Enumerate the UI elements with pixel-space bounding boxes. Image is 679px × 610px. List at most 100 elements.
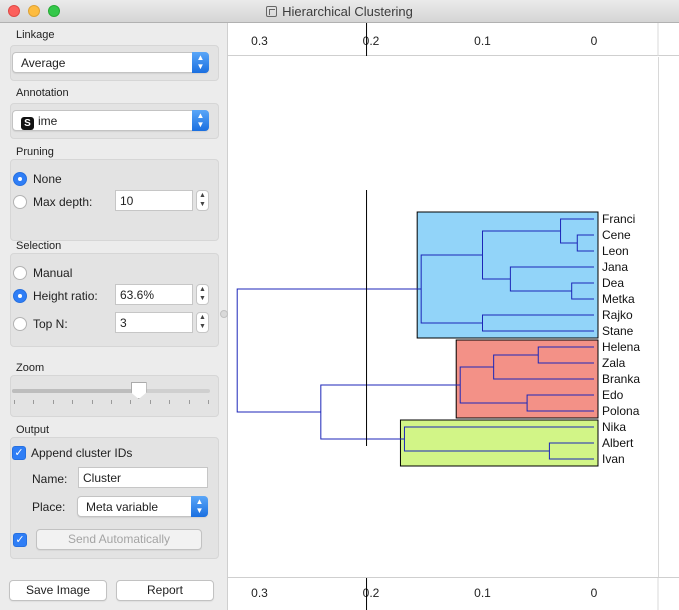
height-ratio-input[interactable]: 63.6% <box>115 284 193 305</box>
selection-manual-label: Manual <box>33 266 73 280</box>
append-cluster-ids-checkbox[interactable]: ✓ <box>12 446 26 460</box>
zoom-tick <box>33 400 35 404</box>
place-label: Place: <box>32 500 66 514</box>
dendrogram-link <box>548 442 594 460</box>
title-bar: Hierarchical Clustering <box>0 0 679 23</box>
pruning-max-depth-radio[interactable] <box>13 195 27 209</box>
scroll-divider <box>658 57 659 577</box>
name-label: Name: <box>32 472 68 486</box>
zoom-tick <box>91 400 93 404</box>
pruning-none-label: None <box>33 172 62 186</box>
axis-tick-label: 0.3 <box>251 34 268 48</box>
close-window-button[interactable] <box>8 5 20 17</box>
annotation-value: ime <box>38 114 58 128</box>
zoom-window-button[interactable] <box>48 5 60 17</box>
axis-tick-label: 0.3 <box>251 586 268 600</box>
axis-tick-label: 0.1 <box>474 34 491 48</box>
top-axis: 0.3 0.2 0.1 0 <box>228 23 679 56</box>
chevron-updown-icon: ▲ ▼ <box>192 52 209 73</box>
leaf-label: Nika <box>602 420 626 434</box>
minimize-window-button[interactable] <box>28 5 40 17</box>
pruning-none-radio[interactable] <box>13 172 27 186</box>
selection-height-ratio-radio[interactable] <box>13 289 27 303</box>
axis-tick-label: 0.2 <box>363 34 380 48</box>
dendrogram-link <box>403 426 594 452</box>
chevron-updown-icon: ▲ ▼ <box>191 496 208 517</box>
zoom-tick <box>149 400 151 404</box>
zoom-section-title: Zoom <box>16 362 45 374</box>
annotation-section-title: Annotation <box>16 87 69 99</box>
leaf-label: Jana <box>602 260 628 274</box>
zoom-tick <box>14 400 15 404</box>
linkage-value: Average <box>21 56 66 70</box>
send-automatically-button[interactable]: Send Automatically <box>36 529 202 550</box>
top-n-stepper[interactable]: ▲ ▼ <box>196 312 209 333</box>
leaf-label: Rajko <box>602 308 633 322</box>
place-value: Meta variable <box>86 500 159 514</box>
splitter-handle[interactable] <box>220 310 228 318</box>
zoom-tick <box>72 400 74 404</box>
leaf-label: Edo <box>602 388 624 402</box>
pruning-max-depth-label: Max depth: <box>33 195 93 209</box>
selection-top-n-label: Top N: <box>33 317 68 331</box>
leaf-label: Polona <box>602 404 640 418</box>
zoom-tick <box>130 400 132 404</box>
dendrogram-canvas[interactable]: Franci Cene Leon Jana Dea Metka Rajko Stane Hele… <box>228 57 679 577</box>
dendrogram-tree <box>236 218 594 460</box>
cluster-boxes <box>399 211 599 467</box>
axis-tick-label: 0.2 <box>363 586 380 600</box>
axis-tick-label: 0.1 <box>474 586 491 600</box>
report-button[interactable]: Report <box>116 580 214 601</box>
bottom-axis: 0.3 0.2 0.1 0 <box>228 577 679 610</box>
leaf-label: Zala <box>602 356 626 370</box>
leaf-label: Branka <box>602 372 640 386</box>
zoom-tick <box>188 400 190 404</box>
cluster-name-input[interactable]: Cluster <box>78 467 208 488</box>
dendrogram-link <box>459 366 528 404</box>
place-dropdown[interactable]: Meta variable ▲ ▼ <box>77 496 208 517</box>
output-section-title: Output <box>16 424 50 436</box>
send-automatically-checkbox[interactable]: ✓ <box>13 533 27 547</box>
selection-top-n-radio[interactable] <box>13 317 27 331</box>
leaf-label: Metka <box>602 292 635 306</box>
max-depth-input[interactable]: 10 <box>115 190 193 211</box>
zoom-slider-handle[interactable] <box>130 382 147 399</box>
zoom-tick <box>111 400 112 404</box>
zoom-tick <box>169 400 171 404</box>
selection-height-ratio-label: Height ratio: <box>33 289 98 303</box>
zoom-tick <box>208 400 209 404</box>
pruning-section-title: Pruning <box>16 146 54 158</box>
height-ratio-stepper[interactable]: ▲ ▼ <box>196 284 209 305</box>
window-title: Hierarchical Clustering <box>282 4 413 19</box>
leaf-label: Albert <box>602 436 634 450</box>
selection-section-title: Selection <box>16 240 62 252</box>
top-n-input[interactable]: 3 <box>115 312 193 333</box>
zoom-slider-fill <box>12 389 139 393</box>
document-icon <box>266 6 278 17</box>
dendrogram-view: 0.3 0.2 0.1 0 Franci Cene Leon Jana Dea Metka Raj… <box>228 23 679 610</box>
zoom-tick <box>52 400 54 404</box>
top-axis-svg: 0.3 0.2 0.1 0 <box>251 23 659 56</box>
dendrogram-link <box>320 384 461 440</box>
chevron-updown-icon: ▲ ▼ <box>192 110 209 131</box>
selection-manual-radio[interactable] <box>13 266 27 280</box>
cluster-box-1 <box>416 211 599 339</box>
leaf-label: Leon <box>602 244 629 258</box>
axis-tick-label: 0 <box>591 34 598 48</box>
leaf-label: Franci <box>602 212 635 226</box>
zoom-box <box>10 375 219 417</box>
string-variable-icon: S <box>21 117 34 130</box>
max-depth-stepper[interactable]: ▲ ▼ <box>196 190 209 211</box>
leaf-label: Helena <box>602 340 640 354</box>
dendrogram-link <box>236 288 422 413</box>
zoom-slider[interactable] <box>12 389 210 393</box>
save-image-button[interactable]: Save Image <box>9 580 107 601</box>
leaf-label: Ivan <box>602 452 625 466</box>
linkage-dropdown[interactable]: Average ▲ ▼ <box>12 52 209 73</box>
linkage-section-title: Linkage <box>16 29 55 41</box>
bottom-axis-svg: 0.3 0.2 0.1 0 <box>251 578 659 610</box>
leaf-label: Dea <box>602 276 624 290</box>
dendrogram-link <box>576 234 594 252</box>
